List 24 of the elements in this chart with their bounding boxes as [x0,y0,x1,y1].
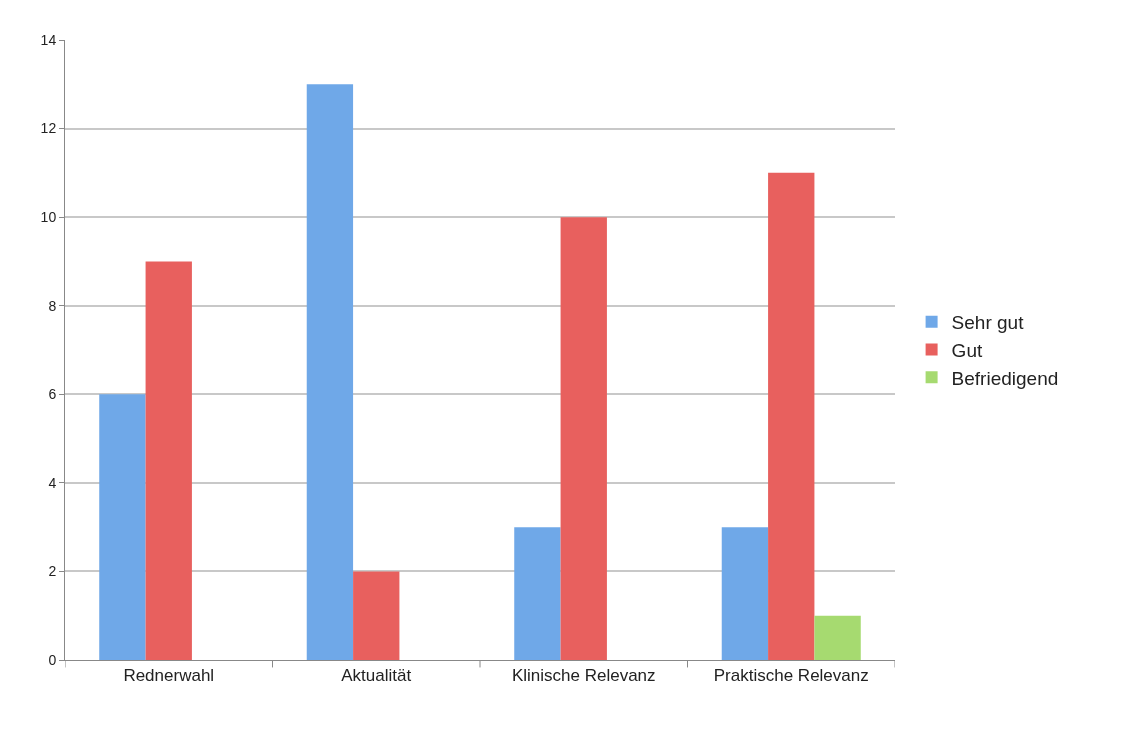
bar [721,527,769,660]
bar [814,615,861,660]
legend-label: Gut [951,339,983,361]
y-tick-label: 4 [48,474,57,491]
bar [99,394,146,660]
legend-label: Befriedigend [951,367,1059,389]
x-tick-label: Klinische Relevanz [511,666,656,686]
legend-label: Sehr gut [951,312,1025,334]
bar [306,84,354,660]
x-tick-label: Praktische Relevanz [713,666,869,686]
bar [560,217,607,660]
y-tick-label: 0 [48,651,57,668]
bar [353,571,400,660]
y-tick-label: 6 [48,386,57,403]
x-tick-label: Aktualität [341,666,412,686]
bar [145,261,192,660]
y-tick-label: 8 [48,297,57,314]
y-tick-label: 12 [40,120,57,137]
y-tick-label: 14 [40,31,57,48]
y-tick-label: 10 [40,209,57,226]
bar [514,527,561,660]
x-tick-label: Rednerwahl [123,666,215,686]
bar [768,172,815,660]
y-tick-label: 2 [48,563,57,580]
